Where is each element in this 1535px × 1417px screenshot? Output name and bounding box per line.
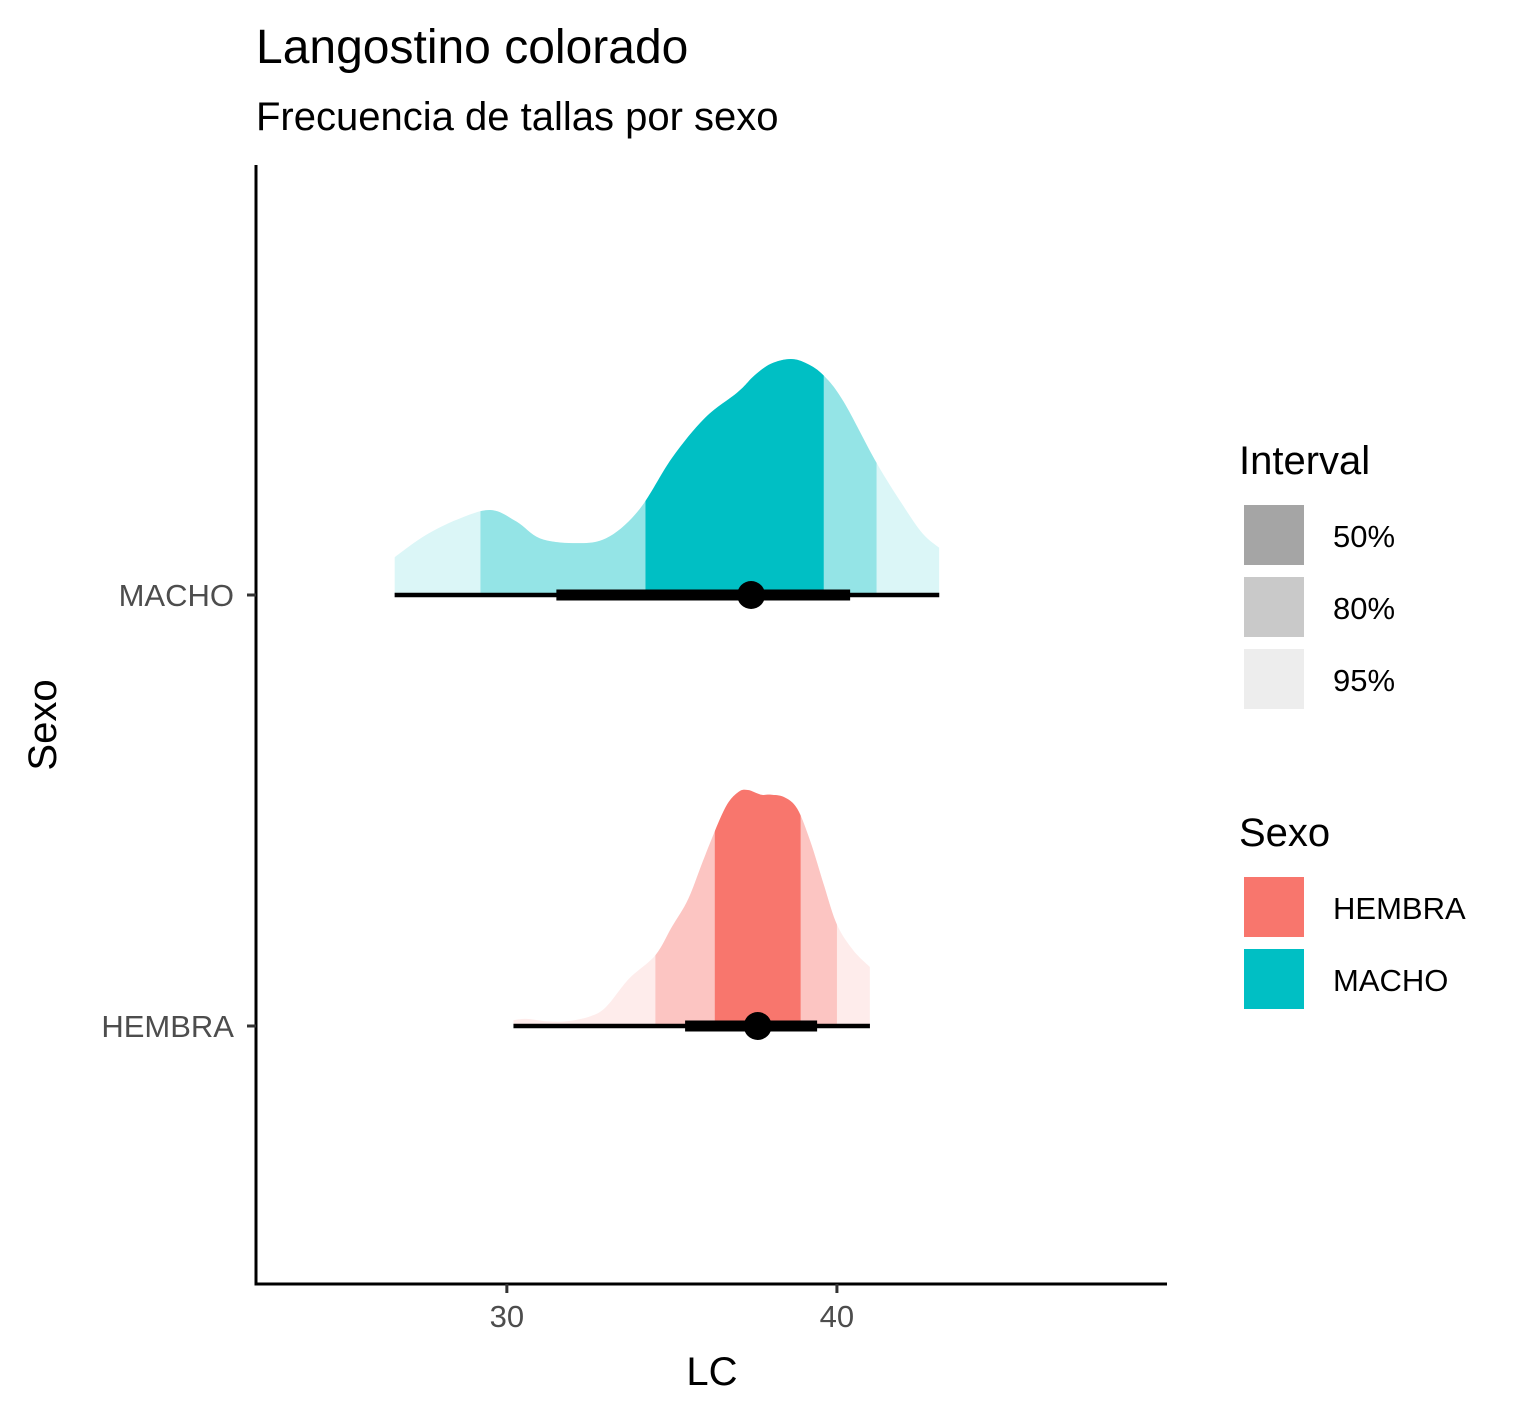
series-hembra: [513, 789, 870, 1040]
x-tick-label: 40: [820, 1299, 854, 1334]
y-tick-label: MACHO: [119, 578, 234, 613]
legend: Interval 50% 80% 95% Sexo HEMBRA MACHO: [1239, 439, 1466, 1009]
chart-subtitle: Frecuencia de tallas por sexo: [256, 95, 779, 139]
legend-interval: Interval 50% 80% 95%: [1239, 439, 1395, 709]
legend-key: [1244, 877, 1304, 937]
density-band-hembra-50: [714, 789, 801, 1026]
legend-key: [1244, 505, 1304, 565]
legend-key: [1244, 649, 1304, 709]
legend-label: MACHO: [1333, 963, 1448, 998]
chart-title: Langostino colorado: [256, 21, 688, 74]
y-axis-title: Sexo: [21, 679, 65, 770]
legend-label: 80%: [1333, 591, 1395, 626]
legend-sexo: Sexo HEMBRA MACHO: [1239, 811, 1466, 1009]
x-tick-label: 30: [490, 1299, 524, 1334]
legend-key: [1244, 577, 1304, 637]
y-tick-label: HEMBRA: [101, 1009, 234, 1044]
legend-label: 50%: [1333, 519, 1395, 554]
plot-area: [394, 359, 940, 1040]
legend-title: Sexo: [1239, 811, 1330, 855]
point-estimate-hembra: [743, 1012, 772, 1040]
x-axis-title: LC: [686, 1350, 737, 1394]
legend-key: [1244, 949, 1304, 1009]
axes: 30 40 MACHO HEMBRA: [101, 165, 1167, 1334]
density-band-macho-50: [645, 359, 824, 595]
legend-title: Interval: [1239, 439, 1370, 483]
legend-label: 95%: [1333, 663, 1395, 698]
series-macho: [394, 359, 940, 609]
legend-label: HEMBRA: [1333, 891, 1466, 926]
point-estimate-macho: [737, 581, 766, 609]
